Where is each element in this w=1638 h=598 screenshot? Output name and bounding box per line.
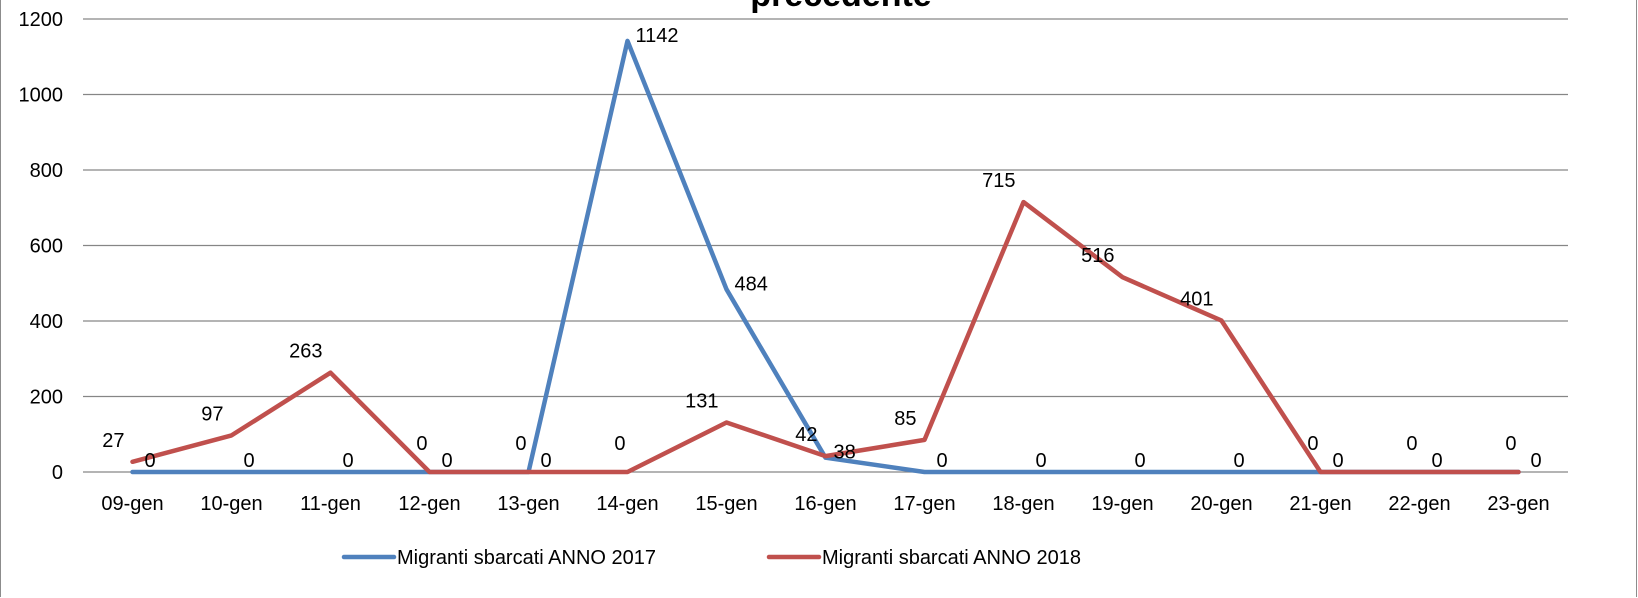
data-label: 0 (1307, 433, 1318, 455)
data-label: 1142 (636, 25, 679, 47)
y-tick-label: 0 (52, 462, 63, 484)
legend: Migranti sbarcati ANNO 2017 Migranti sbar… (341, 547, 1081, 569)
data-label: 715 (982, 170, 1015, 192)
data-label: 97 (201, 403, 223, 425)
data-label: 0 (614, 433, 625, 455)
x-tick-label: 11-gen (300, 493, 361, 515)
data-label: 0 (1531, 450, 1542, 472)
gridlines (83, 18, 1568, 473)
data-label: 42 (795, 424, 817, 446)
data-label: 263 (289, 341, 322, 363)
data-label: 131 (685, 391, 718, 413)
x-tick-label: 12-gen (398, 493, 460, 515)
x-axis: 09-gen 10-gen 11-gen 12-gen 13-gen 14-gen 15-g… (101, 493, 1549, 515)
x-tick-label: 22-gen (1388, 493, 1450, 515)
x-tick-label: 09-gen (101, 493, 163, 515)
data-label: 38 (834, 442, 856, 464)
data-label: 0 (1333, 450, 1344, 472)
x-tick-label: 20-gen (1190, 493, 1252, 515)
legend-label-2: Migranti sbarcati ANNO 2018 (822, 547, 1081, 569)
data-label: 0 (1406, 433, 1417, 455)
y-tick-label: 600 (30, 236, 63, 258)
series-lines (130, 38, 1521, 475)
series-line-2 (130, 199, 1521, 475)
data-label: 401 (1180, 289, 1213, 311)
data-label: 0 (1036, 450, 1047, 472)
x-tick-label: 16-gen (794, 493, 856, 515)
data-label: 0 (1135, 450, 1146, 472)
y-tick-label: 1200 (19, 9, 64, 31)
data-label: 0 (937, 450, 948, 472)
x-tick-label: 14-gen (596, 493, 658, 515)
data-label: 0 (442, 450, 453, 472)
data-label: 0 (515, 433, 526, 455)
data-label: 0 (1234, 450, 1245, 472)
data-label: 85 (894, 408, 916, 430)
x-tick-label: 13-gen (497, 493, 559, 515)
y-tick-label: 400 (30, 311, 63, 333)
chart-title: precedente (750, 0, 931, 14)
y-tick-label: 200 (30, 387, 63, 409)
x-tick-label: 23-gen (1487, 493, 1549, 515)
x-tick-label: 19-gen (1091, 493, 1153, 515)
data-label: 0 (416, 433, 427, 455)
data-label: 0 (145, 450, 156, 472)
y-tick-label: 800 (30, 160, 63, 182)
data-label: 0 (1505, 433, 1516, 455)
data-label: 0 (1432, 450, 1443, 472)
legend-label-1: Migranti sbarcati ANNO 2017 (397, 547, 656, 569)
data-label: 516 (1081, 245, 1114, 267)
x-tick-label: 10-gen (200, 493, 262, 515)
x-tick-label: 15-gen (695, 493, 757, 515)
data-label: 0 (244, 450, 255, 472)
y-axis: 0 200 400 600 800 1000 1200 (19, 9, 64, 484)
x-tick-label: 18-gen (992, 493, 1054, 515)
data-label: 0 (541, 450, 552, 472)
data-label: 484 (735, 273, 768, 295)
data-label: 0 (343, 450, 354, 472)
x-tick-label: 17-gen (893, 493, 955, 515)
y-tick-label: 1000 (19, 85, 64, 107)
data-label: 27 (102, 430, 124, 452)
x-tick-label: 21-gen (1289, 493, 1351, 515)
series-line-1 (130, 38, 1521, 475)
